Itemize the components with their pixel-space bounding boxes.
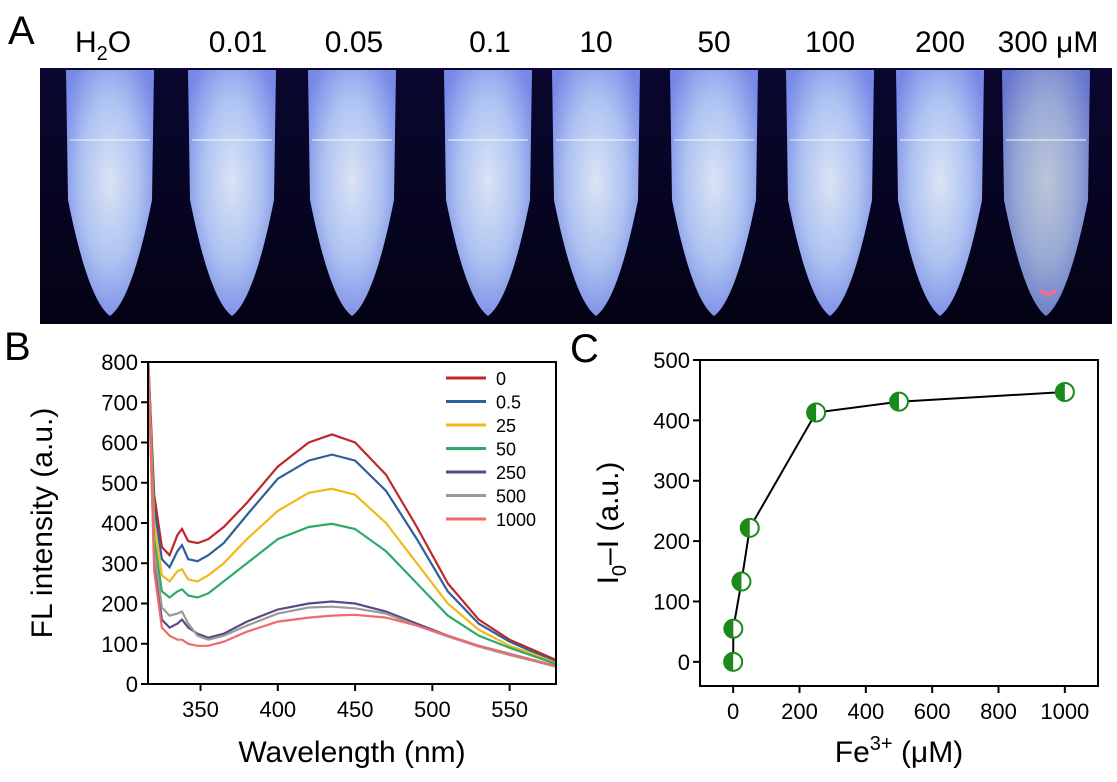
water-label: H2O bbox=[75, 26, 131, 65]
legend-label: 500 bbox=[496, 487, 526, 507]
sample-label: 200 bbox=[915, 26, 965, 59]
tube-residue bbox=[1038, 288, 1058, 296]
x-axis-label: Fe3+ (μM) bbox=[835, 733, 963, 769]
y-tick-label: 300 bbox=[101, 551, 138, 576]
x-tick-label: 0 bbox=[727, 699, 739, 724]
tube bbox=[308, 70, 396, 316]
sample-label: 0.01 bbox=[209, 26, 267, 59]
legend-label: 0.5 bbox=[496, 393, 521, 413]
y-tick-label: 100 bbox=[101, 632, 138, 657]
y-tick-label: 400 bbox=[653, 408, 690, 433]
series-line-0.5 bbox=[148, 362, 556, 663]
panel-label-c: C bbox=[570, 327, 599, 371]
y-tick-label: 800 bbox=[101, 350, 138, 375]
x-tick-label: 1000 bbox=[1040, 699, 1089, 724]
tube bbox=[786, 70, 874, 316]
chart-c-quenching: 0 200 400 600 800 1000 0 100 200 300 400 500 Fe3+ (μ… bbox=[592, 348, 1099, 769]
series-line-0 bbox=[148, 362, 556, 661]
series-line-1000 bbox=[148, 362, 556, 667]
legend: 0 0.5 25 50 250 500 1000 bbox=[446, 369, 536, 530]
y-axis-label: I0–I (a.u.) bbox=[592, 462, 631, 585]
tube bbox=[670, 70, 758, 316]
y-tick-label: 400 bbox=[101, 511, 138, 536]
y-tick-label: 300 bbox=[653, 469, 690, 494]
legend-label: 1000 bbox=[496, 510, 536, 530]
svg-text:H2O: H2O bbox=[75, 26, 131, 65]
plot-frame bbox=[699, 359, 1099, 687]
x-axis-label: Wavelength (nm) bbox=[238, 736, 465, 769]
tube bbox=[444, 70, 532, 316]
data-point bbox=[1054, 381, 1075, 402]
sample-label: 10 bbox=[579, 26, 612, 59]
y-axis-label: FL intensity (a.u.) bbox=[26, 408, 59, 639]
tube bbox=[66, 70, 154, 316]
series-line-25 bbox=[148, 362, 556, 665]
legend-label: 25 bbox=[496, 416, 516, 436]
panel-label-b: B bbox=[4, 325, 31, 369]
data-point bbox=[731, 571, 752, 592]
y-tick-label: 0 bbox=[678, 650, 690, 675]
trend-line bbox=[732, 391, 1065, 662]
sample-label: 100 bbox=[805, 26, 855, 59]
sample-label: 0.05 bbox=[325, 26, 383, 59]
y-tick-label: 500 bbox=[101, 471, 138, 496]
data-point bbox=[889, 391, 909, 412]
x-tick-label: 800 bbox=[980, 699, 1017, 724]
x-tick-label: 550 bbox=[491, 697, 528, 722]
legend-label: 50 bbox=[496, 440, 516, 460]
data-point bbox=[723, 651, 744, 672]
y-tick-label: 600 bbox=[101, 431, 138, 456]
panel-label-a: A bbox=[8, 9, 35, 53]
x-tick-label: 350 bbox=[182, 697, 219, 722]
plot-frame bbox=[147, 361, 557, 685]
data-point bbox=[739, 517, 760, 538]
tube-photo bbox=[40, 68, 1112, 324]
y-tick-label: 700 bbox=[101, 390, 138, 415]
x-tick-label: 400 bbox=[259, 697, 296, 722]
y-tick-label: 200 bbox=[101, 592, 138, 617]
y-tick-label: 100 bbox=[653, 589, 690, 614]
chart-b-spectra: 350 400 450 500 5500100200300400500600700800… bbox=[26, 350, 557, 769]
tube bbox=[188, 70, 276, 316]
tube bbox=[552, 70, 640, 316]
x-tick-label: 500 bbox=[414, 697, 451, 722]
x-tick-label: 200 bbox=[781, 699, 818, 724]
tube bbox=[1002, 70, 1090, 316]
y-tick-label: 200 bbox=[653, 529, 690, 554]
data-point bbox=[806, 402, 827, 423]
sample-label: 0.1 bbox=[469, 26, 511, 59]
series-line-250 bbox=[148, 362, 556, 667]
x-tick-label: 400 bbox=[847, 699, 884, 724]
tube bbox=[896, 70, 984, 316]
sample-labels: 0.01 0.05 0.1 10 50 100 200 300 μM bbox=[209, 26, 1099, 59]
data-point bbox=[723, 618, 744, 639]
legend-label: 250 bbox=[496, 463, 526, 483]
y-tick-label: 500 bbox=[653, 348, 690, 373]
series-line-500 bbox=[148, 362, 556, 668]
sample-label: 50 bbox=[697, 26, 730, 59]
legend-label: 0 bbox=[496, 369, 506, 389]
x-tick-label: 450 bbox=[337, 697, 374, 722]
x-tick-label: 600 bbox=[914, 699, 951, 724]
y-tick-label: 0 bbox=[126, 672, 138, 697]
series-line-50 bbox=[148, 362, 556, 665]
sample-label: 300 μM bbox=[998, 26, 1099, 59]
